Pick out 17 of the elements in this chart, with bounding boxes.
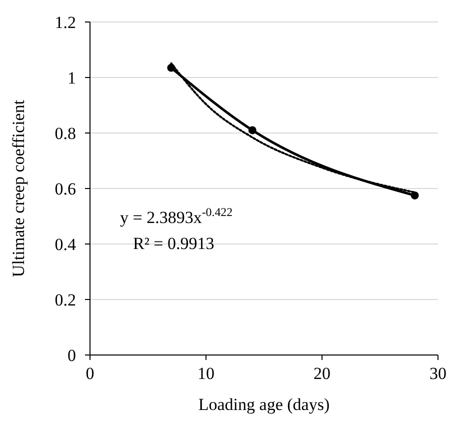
y-tick-label: 0.8 (54, 124, 76, 143)
x-tick-label: 0 (86, 364, 94, 383)
y-tick-label: 0.2 (54, 290, 76, 310)
y-tick-label: 0.4 (54, 235, 76, 254)
point (410, 191, 419, 200)
x-tick-label: 20 (314, 364, 330, 383)
point (248, 126, 256, 134)
y-tick-label: 0.6 (54, 180, 76, 198)
y-tick-label: 1.2 (54, 13, 76, 32)
y-tick-label: 1 (68, 68, 76, 88)
x-tick-label: 30 (430, 364, 446, 383)
y-axis-title: Ultimate creep coefficient (9, 100, 28, 278)
annotation: y = 2.3893x$^{-0.422}$ (120, 204, 233, 227)
y-tick-label: 0 (68, 346, 76, 365)
annotation: R² = 0.9913 (133, 234, 214, 253)
x-tick-label: 10 (198, 364, 214, 383)
x-axis-title: Loading age (days) (198, 395, 330, 414)
